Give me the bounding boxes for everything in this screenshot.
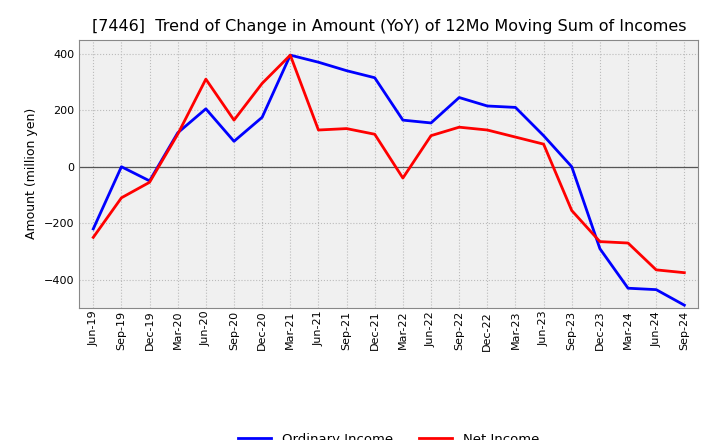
Title: [7446]  Trend of Change in Amount (YoY) of 12Mo Moving Sum of Incomes: [7446] Trend of Change in Amount (YoY) o… (91, 19, 686, 34)
Net Income (370, 132, 379, 137)
Line: Net Income: Net Income (94, 55, 684, 273)
Ordinary Income (539, 133, 548, 138)
Net Income (652, 267, 660, 272)
Net Income (539, 142, 548, 147)
Net Income (314, 127, 323, 132)
Net Income (342, 126, 351, 131)
Net Income (202, 77, 210, 82)
Ordinary Income (230, 139, 238, 144)
Ordinary Income (117, 164, 126, 169)
Net Income (455, 125, 464, 130)
Ordinary Income (427, 120, 436, 125)
Net Income (483, 127, 492, 132)
Net Income (624, 240, 632, 246)
Ordinary Income (342, 68, 351, 73)
Net Income (89, 235, 98, 240)
Ordinary Income (174, 130, 182, 136)
Ordinary Income (680, 303, 688, 308)
Net Income (680, 270, 688, 275)
Ordinary Income (286, 52, 294, 58)
Net Income (511, 135, 520, 140)
Ordinary Income (399, 117, 408, 123)
Net Income (286, 52, 294, 58)
Net Income (567, 208, 576, 213)
Ordinary Income (595, 246, 604, 251)
Net Income (595, 239, 604, 244)
Ordinary Income (314, 59, 323, 65)
Ordinary Income (483, 103, 492, 109)
Net Income (117, 195, 126, 201)
Ordinary Income (567, 164, 576, 169)
Net Income (174, 132, 182, 137)
Ordinary Income (145, 178, 154, 183)
Ordinary Income (89, 226, 98, 231)
Ordinary Income (258, 115, 266, 120)
Net Income (427, 133, 436, 138)
Ordinary Income (652, 287, 660, 292)
Net Income (399, 176, 408, 181)
Line: Ordinary Income: Ordinary Income (94, 55, 684, 305)
Ordinary Income (624, 286, 632, 291)
Ordinary Income (370, 75, 379, 81)
Ordinary Income (202, 106, 210, 111)
Ordinary Income (455, 95, 464, 100)
Net Income (230, 117, 238, 123)
Net Income (258, 81, 266, 86)
Legend: Ordinary Income, Net Income: Ordinary Income, Net Income (233, 427, 544, 440)
Y-axis label: Amount (million yen): Amount (million yen) (25, 108, 38, 239)
Net Income (145, 180, 154, 185)
Ordinary Income (511, 105, 520, 110)
